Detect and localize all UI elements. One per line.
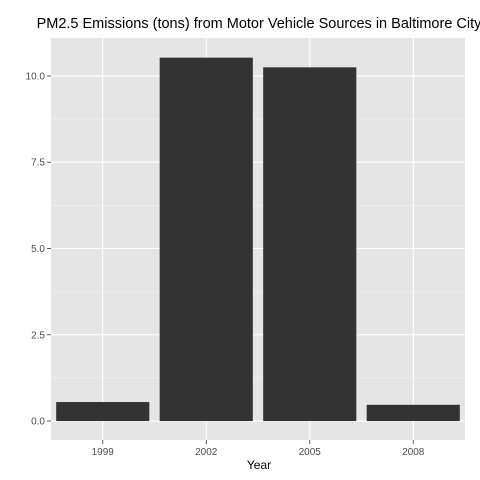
y-tick-label: 2.5 — [31, 330, 45, 341]
plot-panel — [51, 38, 465, 440]
bars — [56, 57, 460, 422]
bar-2005 — [263, 67, 357, 422]
y-axis: 0.0 2.5 5.0 7.5 10.0 — [26, 71, 51, 428]
x-tick-label: 2005 — [299, 447, 322, 458]
bar-2008 — [366, 404, 460, 422]
chart-title: PM2.5 Emissions (tons) from Motor Vehicl… — [37, 16, 480, 32]
x-tick-label: 2008 — [402, 447, 425, 458]
minor-gridlines — [51, 118, 465, 379]
y-tick-label: 7.5 — [31, 158, 45, 169]
x-tick-label: 2002 — [195, 447, 218, 458]
bar-2002 — [159, 57, 253, 422]
x-axis: 1999 2002 2005 2008 — [92, 440, 425, 458]
x-tick-label: 1999 — [92, 447, 115, 458]
x-axis-title: Year — [247, 458, 271, 472]
y-tick-label: 5.0 — [31, 244, 45, 255]
bar-1999 — [56, 402, 150, 422]
y-tick-label: 10.0 — [26, 71, 46, 82]
y-tick-label: 0.0 — [31, 417, 45, 428]
